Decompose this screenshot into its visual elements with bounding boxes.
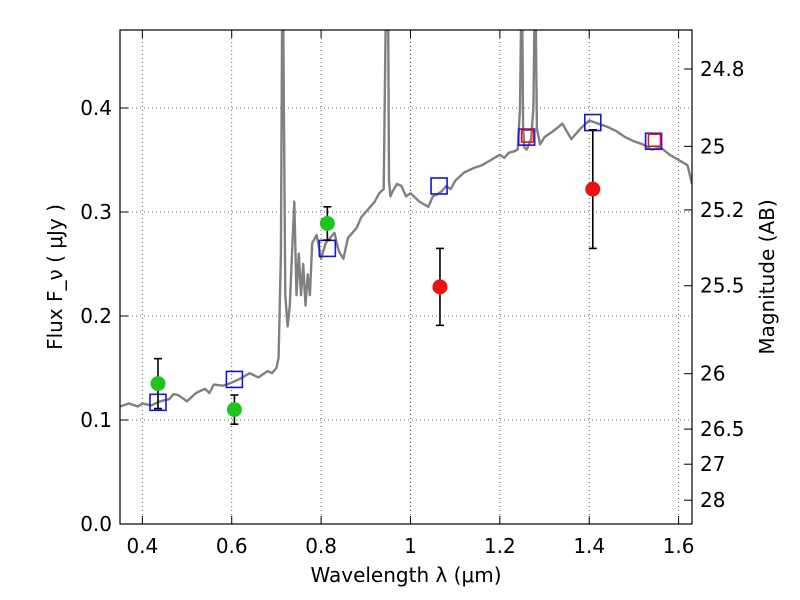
- blue-square-marker: [517, 128, 536, 146]
- green-data-point: [150, 376, 166, 392]
- blue-square-marker: [430, 177, 448, 195]
- y-axis-label: Flux F_ν ( μJy ): [43, 204, 67, 350]
- red-square-marker: [520, 129, 535, 143]
- y-tick-label: 0.2: [80, 304, 112, 328]
- plot-area: [120, 30, 692, 425]
- x-tick-label: 0.4: [126, 534, 158, 558]
- y-tick-label: 0.4: [80, 96, 112, 120]
- right-tick-label: 24.8: [700, 57, 745, 81]
- plot-background: [120, 30, 692, 524]
- x-tick-label: 1.2: [484, 534, 516, 558]
- x-axis-label: Wavelength λ (μm): [310, 563, 501, 587]
- x-tick-label: 1: [404, 534, 417, 558]
- blue-square-marker: [225, 370, 244, 389]
- y-tick-label: 0.0: [80, 512, 112, 536]
- model-sed-line: [120, 30, 692, 408]
- plot-frame: [119, 29, 693, 525]
- blue-square-marker: [644, 132, 663, 151]
- right-tick-label: 26.5: [700, 417, 745, 441]
- red-data-point: [585, 181, 601, 197]
- right-tick-label: 28: [700, 488, 725, 512]
- x-tick-label: 1.6: [663, 534, 695, 558]
- green-data-point: [319, 215, 335, 231]
- y-tick-label: 0.1: [80, 408, 112, 432]
- y-axis-right-label: Magnitude (AB): [755, 199, 779, 354]
- red-data-point: [432, 279, 448, 295]
- x-tick-label: 0.8: [305, 534, 337, 558]
- y-tick-label: 0.3: [80, 200, 112, 224]
- x-tick-label: 1.4: [573, 534, 605, 558]
- axis-ticks: 0.4 0.6 0.8 1 1.2 1.4 1.6 0.0 0.1 0.2 0.3 0.4 24.8 25…: [80, 30, 745, 558]
- x-tick-label: 0.6: [216, 534, 248, 558]
- right-tick-label: 25: [700, 134, 725, 158]
- right-tick-label: 25.2: [700, 198, 745, 222]
- right-tick-label: 25.5: [700, 274, 745, 298]
- right-tick-label: 27: [700, 452, 725, 476]
- red-square-marker: [647, 133, 662, 148]
- green-data-point: [226, 402, 242, 418]
- right-tick-label: 26: [700, 362, 725, 386]
